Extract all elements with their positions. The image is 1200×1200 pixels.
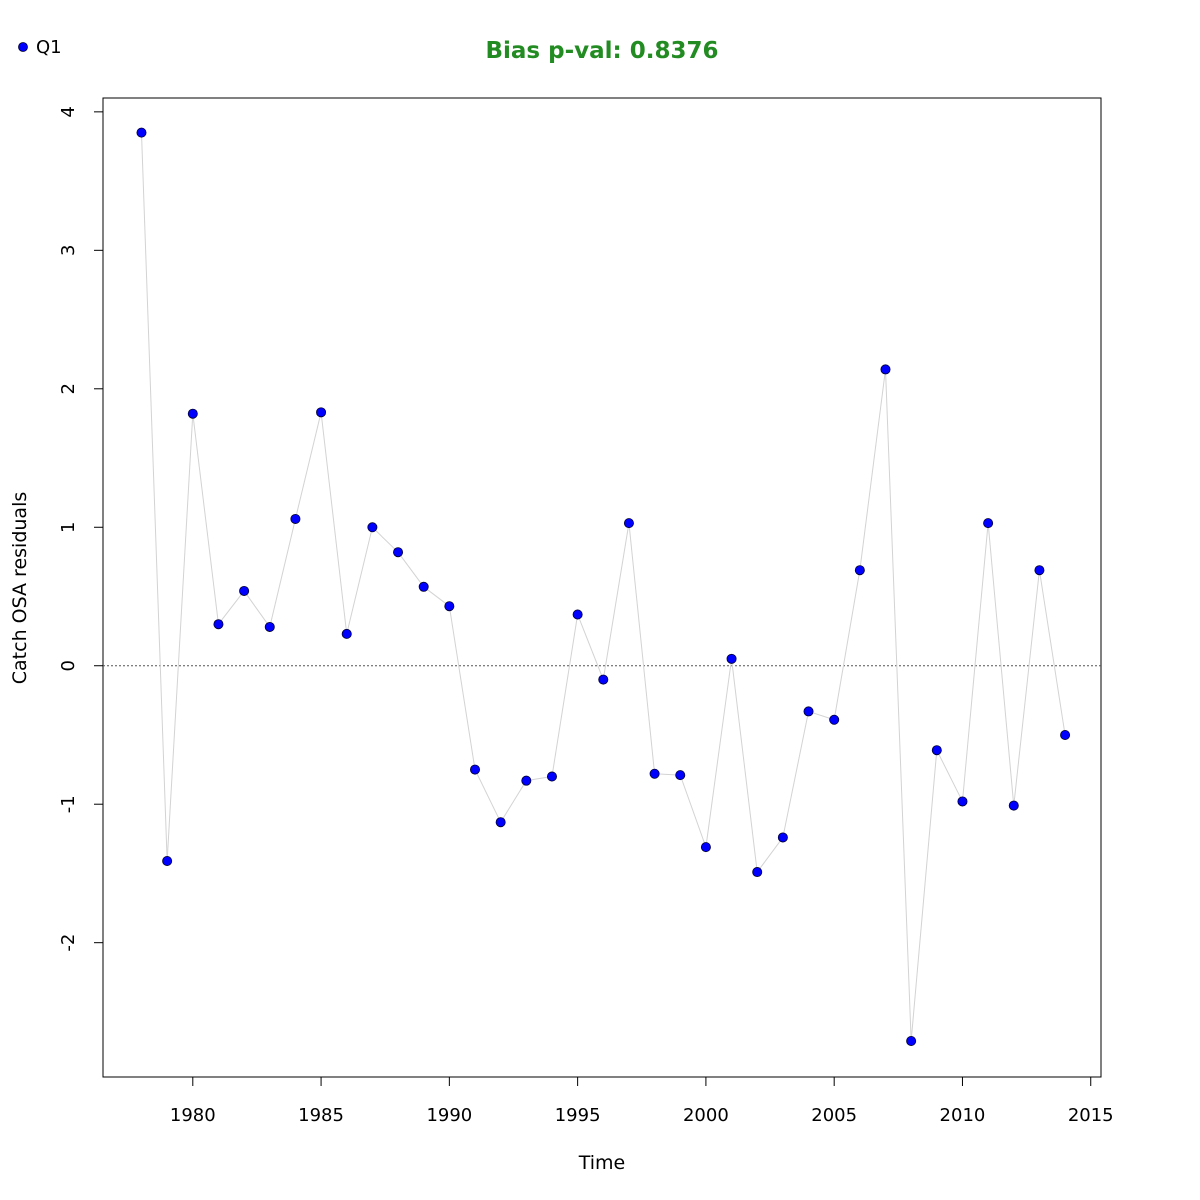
data-point bbox=[752, 867, 763, 878]
x-tick-label: 2000 bbox=[683, 1105, 729, 1126]
data-point bbox=[983, 518, 994, 529]
y-axis-label: Catch OSA residuals bbox=[9, 492, 31, 684]
data-point bbox=[803, 706, 814, 717]
series-segment bbox=[833, 570, 861, 720]
series-lines bbox=[140, 132, 1066, 1042]
data-point bbox=[495, 817, 506, 828]
data-point bbox=[239, 585, 250, 596]
series-segment bbox=[1038, 570, 1066, 736]
series-segment bbox=[346, 527, 373, 635]
data-point bbox=[598, 674, 609, 685]
data-point bbox=[341, 628, 352, 639]
x-tick-label: 1985 bbox=[298, 1105, 344, 1126]
y-tick-label: -2 bbox=[58, 934, 79, 952]
x-tick-label: 2015 bbox=[1068, 1105, 1114, 1126]
series-segment bbox=[269, 518, 296, 628]
data-point bbox=[393, 547, 404, 558]
chart-title: Bias p-val: 0.8376 bbox=[486, 38, 719, 64]
series-segment bbox=[294, 412, 322, 520]
y-axis: -2 -1 0 1 2 3 4 bbox=[58, 106, 104, 952]
series-segment bbox=[500, 780, 527, 823]
x-tick-label: 1995 bbox=[555, 1105, 601, 1126]
series-segment bbox=[423, 586, 450, 607]
legend: Q1 bbox=[18, 37, 62, 58]
data-point bbox=[187, 408, 198, 419]
x-axis: 1980 1985 1990 1995 2000 2005 2010 2015 bbox=[170, 1076, 1114, 1126]
data-point bbox=[726, 653, 737, 664]
data-point bbox=[700, 842, 711, 853]
x-tick-label: 1980 bbox=[170, 1105, 216, 1126]
legend-label-q1: Q1 bbox=[36, 37, 62, 58]
y-tick-label: 1 bbox=[58, 522, 79, 533]
data-point bbox=[829, 714, 840, 725]
data-point bbox=[162, 855, 173, 866]
series-segment bbox=[731, 658, 758, 873]
series-segment bbox=[397, 551, 425, 588]
series-segment bbox=[166, 413, 194, 862]
series-segment bbox=[320, 412, 348, 634]
data-point bbox=[1060, 729, 1071, 740]
data-point bbox=[957, 796, 968, 807]
series-segment bbox=[448, 606, 476, 770]
data-point bbox=[623, 518, 634, 529]
series-segment bbox=[782, 711, 810, 838]
plot-frame bbox=[102, 97, 1102, 1078]
data-point bbox=[470, 764, 481, 775]
series-segment bbox=[987, 523, 1015, 806]
data-point bbox=[418, 581, 429, 592]
x-tick-label: 1990 bbox=[426, 1105, 472, 1126]
series-segment bbox=[218, 590, 245, 625]
series-points bbox=[136, 127, 1071, 1046]
y-tick-label: -1 bbox=[58, 795, 79, 813]
data-point bbox=[1008, 800, 1019, 811]
data-point bbox=[649, 768, 660, 779]
series-segment bbox=[936, 749, 963, 802]
data-point bbox=[444, 601, 455, 612]
data-point bbox=[675, 770, 686, 781]
data-point bbox=[572, 609, 583, 620]
series-segment bbox=[884, 369, 912, 1042]
y-tick-label: 2 bbox=[58, 383, 79, 394]
series-segment bbox=[474, 769, 502, 823]
series-segment bbox=[628, 523, 656, 774]
series-segment bbox=[679, 774, 707, 848]
data-point bbox=[290, 513, 301, 524]
series-segment bbox=[961, 523, 989, 802]
data-point bbox=[546, 771, 557, 782]
series-segment bbox=[243, 590, 271, 628]
data-point bbox=[264, 621, 275, 632]
x-axis-label: Time bbox=[578, 1152, 626, 1174]
data-point bbox=[367, 522, 378, 533]
series-segment bbox=[859, 369, 886, 571]
data-point bbox=[880, 364, 891, 375]
series-segment bbox=[756, 837, 784, 873]
data-point bbox=[136, 127, 147, 138]
series-segment bbox=[192, 413, 219, 625]
data-point bbox=[854, 565, 865, 576]
data-point bbox=[931, 745, 942, 756]
series-segment bbox=[910, 750, 938, 1042]
legend-marker-q1 bbox=[18, 42, 28, 52]
data-point bbox=[1034, 565, 1045, 576]
y-tick-label: 3 bbox=[58, 245, 79, 256]
series-segment bbox=[577, 614, 604, 680]
series-segment bbox=[551, 614, 579, 777]
series-segment bbox=[705, 658, 733, 848]
series-segment bbox=[1013, 570, 1040, 806]
data-point bbox=[777, 832, 788, 843]
data-point bbox=[213, 619, 224, 630]
data-point bbox=[906, 1035, 917, 1046]
data-point bbox=[316, 407, 327, 418]
y-tick-label: 0 bbox=[58, 660, 79, 671]
series-segment bbox=[140, 132, 168, 862]
x-tick-label: 2010 bbox=[940, 1105, 986, 1126]
series-segment bbox=[372, 526, 399, 553]
series-segment bbox=[602, 523, 630, 680]
data-point bbox=[521, 775, 532, 786]
y-tick-label: 4 bbox=[58, 106, 79, 117]
x-tick-label: 2005 bbox=[811, 1105, 857, 1126]
